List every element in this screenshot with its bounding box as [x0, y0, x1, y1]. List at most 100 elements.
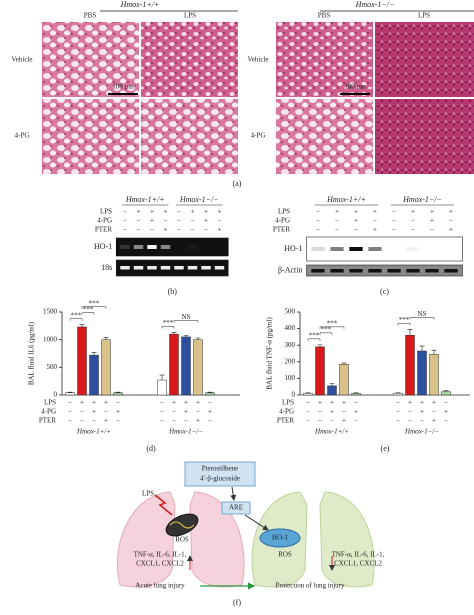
error-bar [407, 329, 413, 336]
treatment-sign: − [172, 417, 176, 425]
treatment-sign: + [411, 208, 415, 216]
treatment-sign: − [68, 408, 72, 416]
band [174, 266, 184, 270]
bar [169, 333, 179, 396]
treatment-sign: + [444, 408, 448, 416]
treatment-sign: + [92, 408, 96, 416]
band [330, 247, 344, 251]
treatment-sign: − [123, 217, 127, 225]
treatment-sign: + [164, 208, 168, 216]
annotation: *** [89, 299, 100, 307]
error-bar [159, 374, 165, 381]
y-tick-label: 200 [285, 357, 296, 365]
treatment-label: PTER [39, 417, 56, 425]
treatment-sign: + [172, 399, 176, 407]
bar [89, 354, 99, 396]
treatment-sign: + [116, 408, 120, 416]
band [160, 266, 171, 270]
treatment-label: PTER [277, 417, 294, 425]
treatment-sign: − [444, 417, 448, 425]
treatment-sign: + [420, 408, 424, 416]
treatment-sign: − [432, 408, 436, 416]
blot [306, 236, 463, 262]
row-label: Vehicle [248, 56, 269, 64]
arrow [244, 514, 269, 531]
bar [65, 392, 75, 396]
band [133, 245, 144, 249]
treatment-sign: − [342, 408, 346, 416]
panel-label: (a) [233, 179, 242, 188]
band-label: HO-1 [284, 244, 302, 253]
treatment-sign: + [92, 399, 96, 407]
treatment-sign: − [318, 417, 322, 425]
treatment-sign: − [104, 408, 108, 416]
treatment-sign: + [373, 208, 377, 216]
bar [101, 339, 111, 396]
treatment-label: 4-PG [279, 408, 294, 416]
error-bar [341, 362, 347, 365]
band [368, 247, 382, 251]
treatment-sign: + [354, 408, 358, 416]
genotype-label: Hmox-1+/+ [120, 0, 160, 9]
treatment-sign: + [354, 217, 358, 225]
treatment-sign: − [204, 226, 208, 234]
treatment-sign: − [392, 217, 396, 225]
treatment-sign: − [191, 217, 195, 225]
treatment-sign: + [342, 399, 346, 407]
bar [405, 334, 415, 396]
annotation: NS [182, 313, 191, 321]
bar [157, 379, 167, 396]
annotation: *** [309, 331, 320, 339]
treatment-sign: + [204, 217, 208, 225]
panel-f [116, 461, 375, 590]
error-bar [171, 332, 177, 335]
y-tick-label: 1500 [43, 308, 58, 316]
injury-label: Acute lung injury [135, 582, 185, 590]
treatment-sign: − [408, 417, 412, 425]
treatment-sign: − [373, 217, 377, 225]
treatment-sign: − [306, 417, 310, 425]
band [201, 266, 211, 270]
error-bar [115, 391, 121, 393]
panel-label: (c) [380, 287, 389, 296]
treatment-sign: + [184, 408, 188, 416]
treatment-label: LPS [100, 208, 112, 216]
treatment-label: 4-PG [275, 217, 290, 225]
group-label: Hmox-1+/+ [76, 428, 111, 436]
genotype-label: Hmox-1+/+ [125, 195, 165, 204]
treatment-sign: − [354, 226, 358, 234]
treatment-sign: + [196, 417, 200, 425]
blot [115, 259, 229, 277]
panel-a [42, 10, 474, 174]
annotation: NS [418, 310, 427, 318]
lung-right [319, 491, 375, 588]
band [187, 245, 198, 249]
histology-image [276, 99, 373, 174]
cytokine-label: TNF-α, IL-6, IL-1, [332, 551, 385, 559]
treatment-sign: − [354, 399, 358, 407]
treatment-label: PTER [273, 226, 290, 234]
column-label: PBS [318, 12, 331, 20]
treatment-sign: − [68, 399, 72, 407]
treatment-sign: + [430, 217, 434, 225]
lightning [154, 494, 173, 516]
treatment-sign: + [164, 226, 168, 234]
treatment-sign: + [449, 208, 453, 216]
treatment-sign: − [150, 226, 154, 234]
treatment-sign: − [316, 208, 320, 216]
treatment-sign: + [318, 399, 322, 407]
ros-label: ROS [278, 551, 292, 559]
histology-image [375, 22, 474, 97]
treatment-sign: − [420, 417, 424, 425]
treatment-sign: − [408, 408, 412, 416]
treatment-sign: − [208, 417, 212, 425]
treatment-sign: − [208, 399, 212, 407]
treatment-sign: + [432, 417, 436, 425]
treatment-sign: + [137, 208, 141, 216]
y-tick-label: 0 [292, 391, 296, 399]
error-bar [67, 391, 73, 393]
blot [306, 264, 463, 277]
error-bar [207, 391, 213, 393]
treatment-sign: + [104, 417, 108, 425]
bracket [319, 326, 345, 329]
